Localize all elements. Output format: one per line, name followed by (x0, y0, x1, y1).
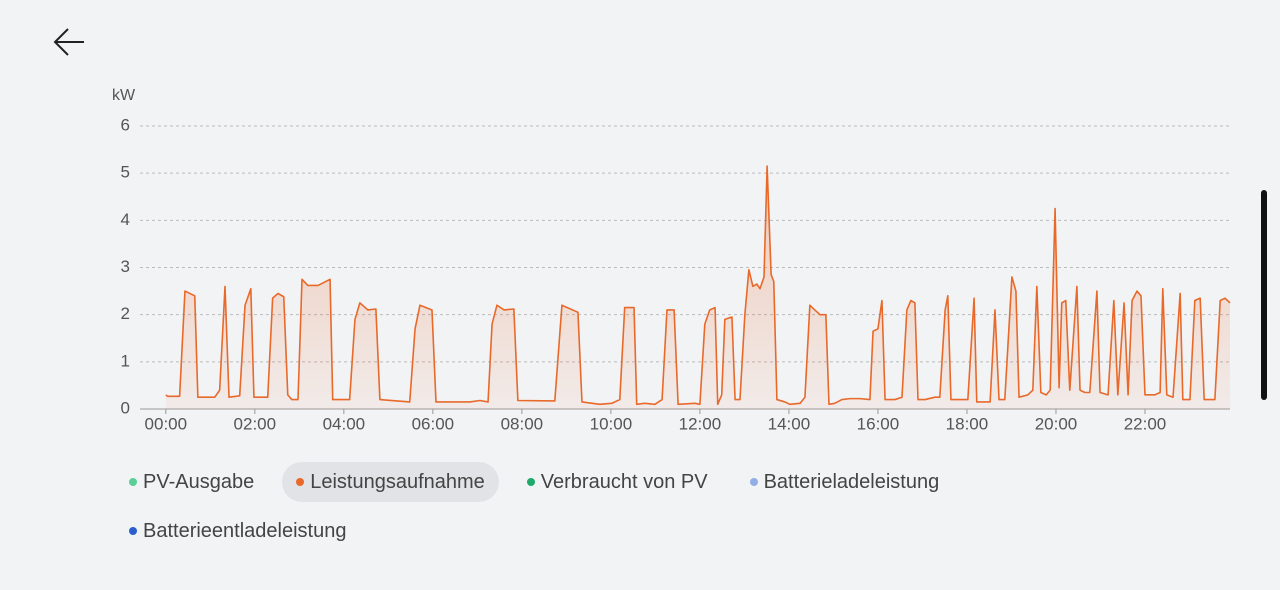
x-tick-label: 08:00 (501, 414, 544, 433)
legend-dot (129, 478, 137, 486)
x-tick-label: 02:00 (234, 414, 277, 433)
y-tick-label: 5 (121, 163, 130, 182)
y-axis-unit: kW (112, 87, 136, 104)
y-tick-label: 2 (121, 304, 130, 323)
back-button[interactable] (53, 28, 84, 56)
x-tick-label: 18:00 (946, 414, 989, 433)
legend-label: Batterieladeleistung (763, 470, 940, 493)
y-tick-label: 0 (121, 398, 130, 417)
legend-item[interactable]: Verbraucht von PV (513, 462, 722, 502)
legend-item[interactable]: Batterieentladeleistung (115, 511, 360, 551)
y-tick-label: 4 (121, 210, 130, 229)
legend-dot (749, 478, 758, 486)
legend-dot (129, 527, 137, 535)
x-tick-label: 04:00 (323, 414, 366, 433)
legend-label: Batterieentladeleistung (143, 519, 347, 542)
legend-item[interactable]: Batterieladeleistung (736, 462, 954, 502)
legend-label: Leistungsaufnahme (310, 470, 485, 493)
scrollbar (1261, 190, 1267, 400)
y-tick-label: 6 (121, 115, 130, 134)
area-fill (165, 166, 1231, 409)
legend-item[interactable]: PV-Ausgabe (115, 462, 268, 502)
legend-label: Verbraucht von PV (540, 470, 708, 493)
x-tick-label: 12:00 (679, 414, 722, 433)
legend-item[interactable]: Leistungsaufnahme (282, 462, 499, 502)
x-tick-label: 22:00 (1124, 414, 1167, 433)
x-tick-label: 06:00 (412, 414, 455, 433)
legend-label: PV-Ausgabe (143, 470, 255, 493)
series-line (165, 165, 1231, 406)
y-tick-label: 1 (121, 351, 130, 370)
x-tick-label: 16:00 (857, 414, 900, 433)
legend: PV-Ausgabe Leistungsaufnahme Verbraucht vo… (115, 462, 1015, 551)
x-tick-label: 10:00 (590, 414, 633, 433)
x-tick-label: 00:00 (145, 414, 188, 433)
legend-dot (526, 478, 535, 486)
legend-dot (296, 478, 305, 486)
y-tick-label: 3 (121, 257, 130, 276)
x-tick-label: 14:00 (768, 414, 811, 433)
x-tick-label: 20:00 (1035, 414, 1078, 433)
